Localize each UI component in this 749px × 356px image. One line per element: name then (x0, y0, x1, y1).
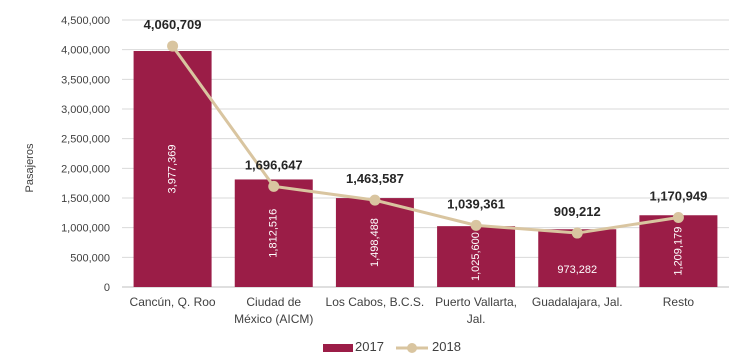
legend-label-2018: 2018 (432, 339, 461, 354)
legend-marker-2018 (407, 343, 417, 353)
bar-2017 (437, 226, 516, 287)
y-tick-label: 1,500,000 (61, 193, 110, 205)
gridlines (122, 19, 729, 288)
bar-data-label: 1,498,488 (369, 218, 381, 267)
line-data-label: 1,039,361 (447, 196, 505, 211)
y-tick-label: 3,000,000 (61, 104, 110, 116)
bar-2017 (234, 179, 313, 287)
line-data-label: 909,212 (554, 204, 601, 219)
y-tick-label: 4,500,000 (61, 15, 110, 27)
bar-2017 (335, 198, 414, 287)
x-category-label: Ciudad de (246, 295, 301, 309)
x-category-label: México (AICM) (234, 312, 313, 326)
bar-series-2017: 3,977,369 1,812,516 1,498,488 1,025,600 973,… (133, 51, 718, 288)
x-category-label: Guadalajara, Jal. (532, 295, 623, 309)
x-category-label: Los Cabos, B.C.S. (326, 295, 425, 309)
line-point-2018 (167, 40, 179, 52)
x-category-label: Resto (663, 295, 695, 309)
bar-data-label: 973,282 (557, 264, 597, 276)
bar-data-label: 3,977,369 (166, 145, 178, 194)
legend-label-2017: 2017 (355, 339, 384, 354)
bar-data-label: 1,209,179 (672, 227, 684, 276)
y-tick-label: 3,500,000 (61, 74, 110, 86)
line-data-label: 1,170,949 (649, 189, 707, 204)
y-tick-label: 2,500,000 (61, 134, 110, 146)
x-category-label: Jal. (467, 312, 486, 326)
line-point-2018 (268, 180, 280, 192)
line-point-2018 (672, 212, 684, 224)
x-category-label: Cancún, Q. Roo (130, 295, 216, 309)
line-point-2018 (470, 219, 482, 231)
legend-swatch-2017 (323, 344, 353, 352)
bar-2017 (639, 215, 718, 287)
legend: 2017 2018 (323, 339, 461, 354)
bar-2017 (538, 229, 617, 287)
line-point-2018 (571, 227, 583, 239)
bar-data-label: 1,025,600 (470, 232, 482, 281)
bar-data-label: 1,812,516 (268, 209, 280, 258)
x-axis-categories: Cancún, Q. Roo Ciudad de México (AICM) Los … (130, 295, 695, 326)
y-tick-label: 2,000,000 (61, 163, 110, 175)
y-tick-label: 0 (104, 282, 110, 294)
line-data-label: 1,463,587 (346, 171, 404, 186)
line-data-label: 4,060,709 (144, 17, 202, 32)
line-point-2018 (369, 194, 381, 206)
y-tick-label: 500,000 (70, 252, 110, 264)
line-2018 (171, 45, 679, 235)
y-tick-label: 4,000,000 (61, 45, 110, 57)
x-category-label: Puerto Vallarta, (435, 295, 517, 309)
line-series-2018: 4,060,709 1,696,647 1,463,587 1,039,361 909,… (144, 17, 707, 239)
bar-2017 (133, 51, 212, 288)
y-tick-label: 1,000,000 (61, 223, 110, 235)
y-axis-label: Pasajeros (24, 143, 36, 192)
line-data-label: 1,696,647 (245, 157, 303, 172)
y-axis-ticks: 0 500,000 1,000,000 1,500,000 2,000,000 2,500… (61, 15, 110, 294)
